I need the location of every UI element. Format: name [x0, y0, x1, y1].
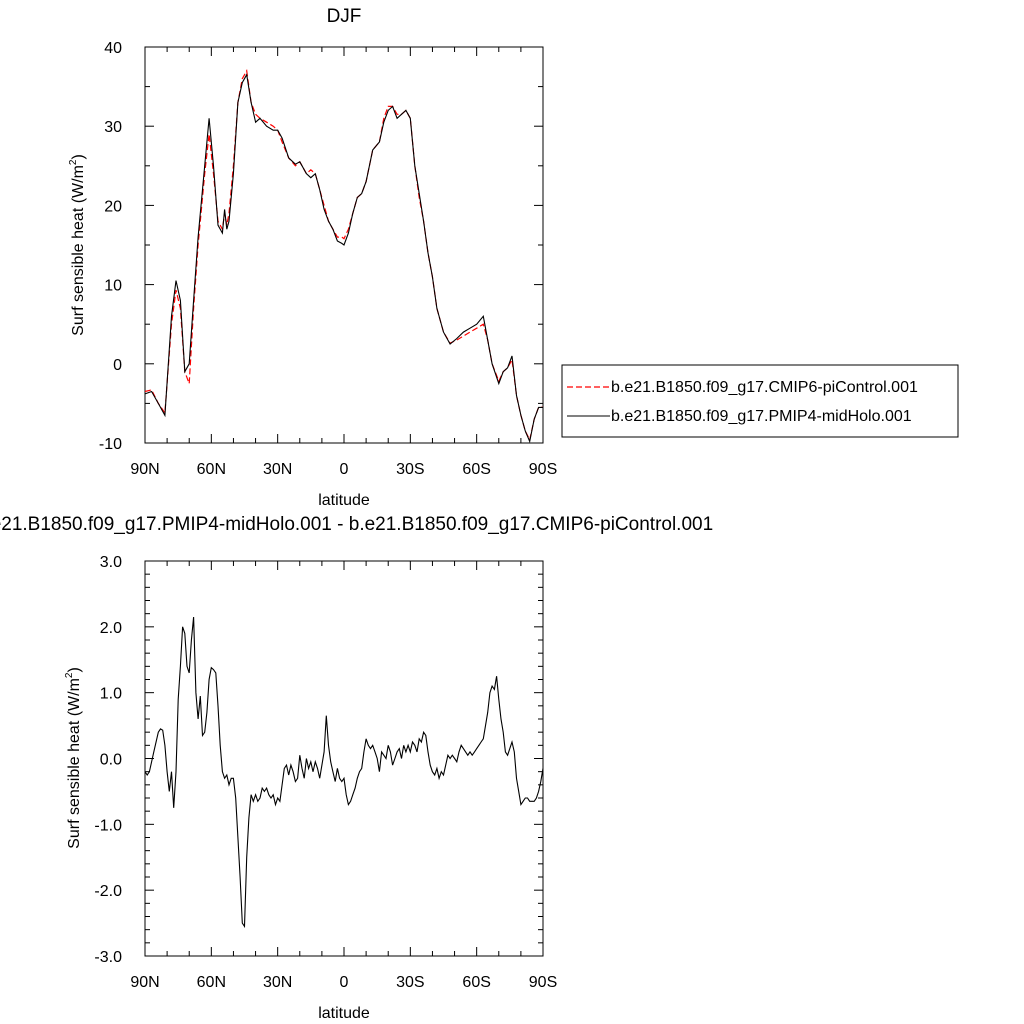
bottom-x-tick-label-60n: 60N	[197, 974, 226, 991]
top-y-tick-label-40: 40	[104, 40, 122, 57]
top-y-tick-label-30: 30	[104, 119, 122, 136]
top-y-tick-label-m10: -10	[99, 436, 122, 453]
bottom-x-tick-label-60s: 60S	[462, 974, 490, 991]
top-chart: DJF 90N 60N 30N 0 30S 60S 90S -10 0 10 2…	[68, 6, 959, 509]
bottom-y-axis-label: Surf sensible heat (W/m2)	[64, 667, 83, 849]
top-y-axis-label-main: Surf sensible heat (W/m	[70, 165, 87, 336]
top-x-axis-label: latitude	[318, 492, 370, 509]
top-y-axis-label-close: )	[70, 154, 87, 159]
bottom-y-tick-label-2: 2.0	[100, 620, 122, 637]
legend-label-picontrol: b.e21.B1850.f09_g17.CMIP6-piControl.001	[611, 379, 918, 396]
bottom-y-axis-label-sup: 2	[64, 672, 75, 678]
series-line-difference	[144, 616, 544, 929]
top-x-tick-label-30s: 30S	[396, 461, 424, 478]
top-y-tick-label-20: 20	[104, 198, 122, 215]
bottom-plot-frame	[144, 560, 544, 957]
bottom-tick-labels: 90N 60N 30N 0 30S 60S 90S -3.0 -2.0 -1.0…	[94, 554, 557, 991]
bottom-x-tick-label-0: 0	[340, 974, 349, 991]
top-y-axis-label: Surf sensible heat (W/m2)	[68, 154, 87, 336]
top-x-tick-label-0: 0	[340, 461, 349, 478]
top-x-tick-label-60s: 60S	[462, 461, 490, 478]
top-x-tick-label-90s: 90S	[529, 461, 557, 478]
top-tick-labels: 90N 60N 30N 0 30S 60S 90S -10 0 10 20 30…	[99, 40, 557, 478]
top-x-tick-label-90n: 90N	[130, 461, 159, 478]
top-chart-title: DJF	[327, 6, 362, 27]
bottom-axis-ticks	[144, 560, 544, 957]
top-y-tick-label-10: 10	[104, 278, 122, 295]
bottom-y-tick-label-3: 3.0	[100, 554, 122, 571]
bottom-y-tick-label-1: 1.0	[100, 686, 122, 703]
top-y-tick-label-0: 0	[113, 357, 122, 374]
legend: b.e21.B1850.f09_g17.CMIP6-piControl.001 …	[561, 364, 959, 438]
bottom-y-axis-label-main: Surf sensible heat (W/m	[66, 678, 83, 849]
bottom-y-tick-label-m3: -3.0	[94, 949, 122, 966]
legend-label-midholo: b.e21.B1850.f09_g17.PMIP4-midHolo.001	[611, 408, 912, 425]
bottom-y-tick-label-m2: -2.0	[94, 883, 122, 900]
bottom-chart: b.e21.B1850.f09_g17.PMIP4-midHolo.001 - …	[0, 514, 713, 1022]
bottom-y-axis-label-close: )	[66, 667, 83, 672]
top-x-tick-label-30n: 30N	[263, 461, 292, 478]
bottom-x-tick-label-90n: 90N	[130, 974, 159, 991]
top-axis-ticks	[144, 46, 544, 444]
legend-box	[561, 364, 959, 438]
bottom-x-tick-label-30s: 30S	[396, 974, 424, 991]
top-y-axis-label-sup: 2	[68, 159, 79, 165]
bottom-y-tick-label-0: 0.0	[100, 752, 122, 769]
series-line-picontrol	[144, 68, 543, 442]
bottom-chart-title: b.e21.B1850.f09_g17.PMIP4-midHolo.001 - …	[0, 514, 713, 535]
bottom-x-axis-label: latitude	[318, 1005, 370, 1022]
top-x-tick-label-60n: 60N	[197, 461, 226, 478]
bottom-x-tick-label-90s: 90S	[529, 974, 557, 991]
bottom-x-tick-label-30n: 30N	[263, 974, 292, 991]
bottom-y-tick-label-m1: -1.0	[94, 817, 122, 834]
series-line-midholo	[144, 73, 543, 444]
